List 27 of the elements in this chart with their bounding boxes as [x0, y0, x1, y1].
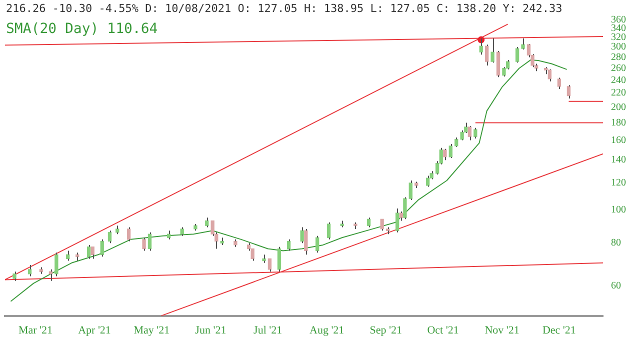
- x-tick-label: Dec '21: [542, 324, 576, 336]
- x-tick-label: Apr '21: [78, 324, 111, 336]
- y-tick-label: 160: [611, 134, 626, 146]
- y-tick-label: 60: [611, 280, 621, 292]
- y-tick-label: 100: [611, 204, 626, 216]
- y-tick-label: 200: [611, 102, 626, 113]
- y-tick-label: 300: [611, 42, 626, 53]
- x-tick-label: Mar '21: [18, 324, 53, 336]
- y-tick-label: 80: [611, 238, 621, 249]
- x-tick-label: May '21: [134, 324, 170, 336]
- x-tick-label: Nov '21: [484, 324, 520, 336]
- y-tick-label: 180: [611, 117, 626, 128]
- text: SMA(20 Day) 110.64: [6, 21, 158, 37]
- y-tick-label: 320: [611, 32, 626, 44]
- x-tick-label: Oct '21: [427, 324, 459, 336]
- x-tick-label: Aug '21: [310, 324, 344, 336]
- y-tick-label: 140: [611, 154, 626, 166]
- y-tick-label: 120: [611, 178, 626, 189]
- chart-title: 216.26 -10.30 -4.55% D: 10/08/2021 O: 127.05 H: 138.95 L: 127.05 C: 138.20 Y: 242.33: [6, 2, 562, 15]
- y-tick-label: 280: [611, 52, 626, 63]
- y-tick-label: 340: [611, 23, 626, 34]
- x-tick-label: Jul '21: [254, 324, 282, 336]
- x-tick-label: Jun '21: [195, 324, 226, 336]
- x-tick-label: Sep '21: [370, 324, 402, 336]
- y-tick-label: 240: [611, 74, 626, 86]
- y-tick-label: 220: [611, 88, 626, 99]
- y-tick-label: 260: [611, 62, 626, 74]
